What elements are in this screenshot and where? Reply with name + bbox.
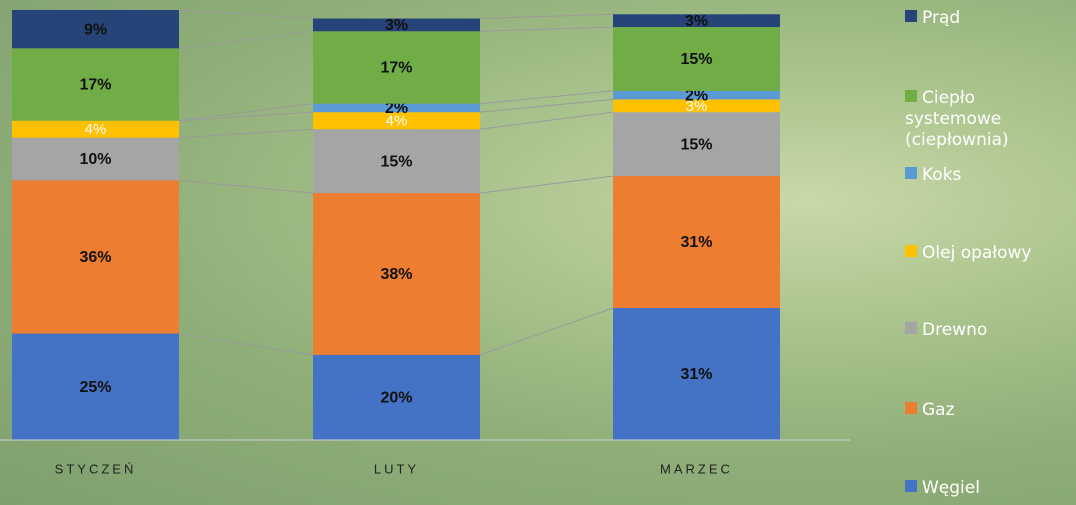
- data-label: 15%: [380, 153, 412, 170]
- legend-item: Węgiel: [905, 478, 1075, 499]
- legend-swatch: [905, 402, 917, 414]
- legend-label: Prąd: [922, 8, 960, 28]
- legend-label: Gaz: [922, 400, 955, 420]
- legend-swatch: [905, 322, 917, 334]
- legend-item: Gaz: [905, 400, 1075, 421]
- data-label: 31%: [680, 234, 712, 251]
- series-line: [179, 10, 313, 19]
- legend-item: Prąd: [905, 8, 1075, 29]
- series-line: [480, 308, 613, 355]
- data-label: 3%: [385, 17, 408, 34]
- data-label: 9%: [84, 21, 107, 38]
- data-label: 3%: [685, 13, 708, 30]
- data-label: 31%: [680, 366, 712, 383]
- x-tick-label: MARZEC: [660, 461, 733, 476]
- series-line: [179, 129, 313, 138]
- series-line: [480, 176, 613, 193]
- page: 25%36%10%4%17%9%20%38%15%4%2%17%3%31%31%…: [0, 0, 1076, 505]
- legend-label: Ciepło systemowe (ciepłownia): [905, 88, 1009, 150]
- series-line: [480, 14, 613, 18]
- legend-label: Węgiel: [922, 478, 980, 498]
- legend-label: Drewno: [922, 320, 987, 340]
- data-label: 36%: [79, 249, 111, 266]
- x-tick-label: LUTY: [374, 461, 419, 476]
- series-line: [179, 104, 313, 121]
- series-line: [179, 334, 313, 355]
- legend-label: Olej opałowy: [922, 243, 1032, 263]
- legend-swatch: [905, 10, 917, 22]
- series-line: [480, 112, 613, 129]
- legend-item: Ciepło systemowe (ciepłownia): [905, 88, 1075, 151]
- data-label: 15%: [680, 51, 712, 68]
- data-label: 25%: [79, 379, 111, 396]
- series-line: [480, 27, 613, 31]
- data-label: 17%: [380, 60, 412, 77]
- data-label: 20%: [380, 390, 412, 407]
- series-line: [179, 31, 313, 48]
- legend-label: Koks: [922, 165, 961, 185]
- data-label: 17%: [79, 77, 111, 94]
- legend-swatch: [905, 245, 917, 257]
- legend-swatch: [905, 90, 917, 102]
- series-line: [179, 180, 313, 193]
- legend-swatch: [905, 480, 917, 492]
- data-label: 4%: [85, 121, 107, 138]
- data-label: 38%: [380, 266, 412, 283]
- data-label: 10%: [79, 151, 111, 168]
- x-tick-label: STYCZEŃ: [55, 461, 137, 476]
- legend-item: Olej opałowy: [905, 243, 1075, 264]
- legend-swatch: [905, 167, 917, 179]
- legend-item: Drewno: [905, 320, 1075, 341]
- data-label: 15%: [680, 136, 712, 153]
- series-line: [179, 112, 313, 121]
- legend-item: Koks: [905, 165, 1075, 186]
